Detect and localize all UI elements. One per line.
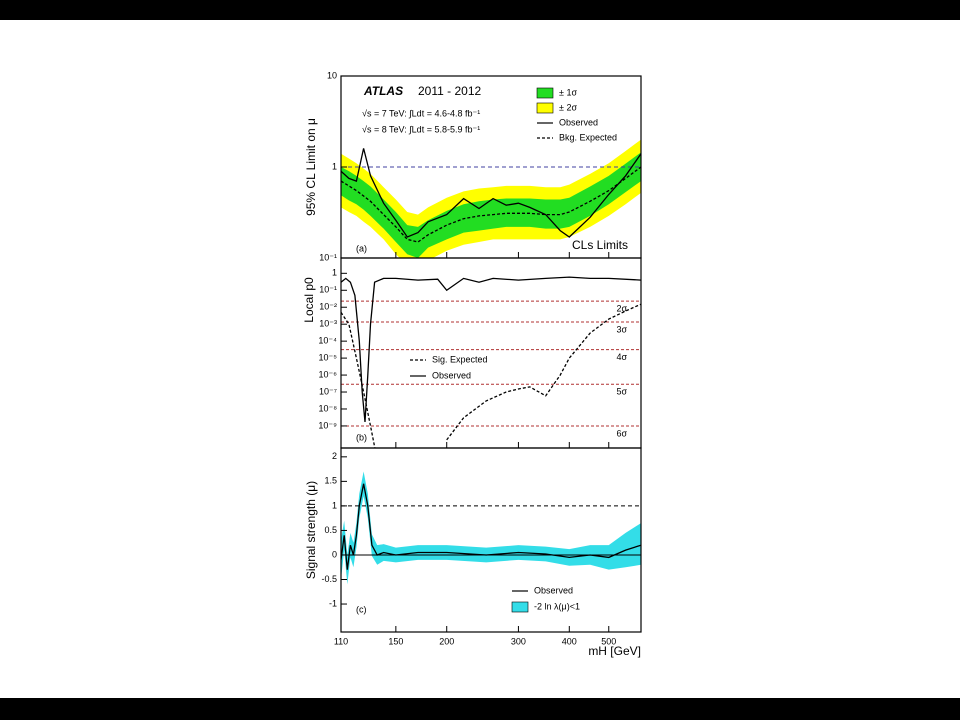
legend-label: Bkg. Expected	[559, 132, 617, 142]
y-tick-label: 1	[332, 500, 337, 510]
line	[341, 166, 641, 243]
y-tick-label: 1.5	[324, 476, 337, 486]
x-tick-label: 150	[388, 636, 403, 646]
y-tick-label: 0.5	[324, 525, 337, 535]
y-axis-title: Signal strength (μ)	[304, 481, 318, 579]
y-tick-label: 10⁻⁸	[318, 403, 337, 413]
line	[341, 148, 641, 238]
note: CLs Limits	[572, 238, 628, 252]
annotation: √s = 8 TeV: ∫Ldt = 5.8-5.9 fb⁻¹	[362, 124, 480, 134]
annotation: √s = 7 TeV: ∫Ldt = 4.6-4.8 fb⁻¹	[362, 108, 480, 118]
y-tick-label: 2	[332, 451, 337, 461]
band	[341, 152, 641, 258]
frame	[340, 257, 642, 449]
y-axis-title: 95% CL Limit on μ	[304, 118, 318, 216]
plot-area	[341, 471, 641, 585]
legend-swatch	[536, 87, 554, 99]
line	[341, 303, 641, 448]
y-tick-label: 10⁻⁹	[318, 420, 337, 430]
sigma-label: 6σ	[616, 428, 627, 438]
legend-label: Observed	[559, 117, 598, 127]
y-tick-label: 10	[327, 70, 337, 80]
x-tick-label: 400	[562, 636, 577, 646]
panel-label: (a)	[356, 243, 367, 253]
y-tick-label: 10⁻¹	[319, 285, 337, 295]
frame	[340, 447, 642, 633]
sigma-label: 3σ	[616, 324, 627, 334]
legend-label: Observed	[432, 370, 471, 380]
y-tick-label: 1	[332, 268, 337, 278]
x-tick-label: 300	[511, 636, 526, 646]
y-tick-label: 10⁻⁷	[319, 386, 337, 396]
panel-label: (b)	[356, 432, 367, 442]
legend-swatch	[511, 601, 529, 613]
y-tick-label: -0.5	[321, 574, 337, 584]
x-axis-title: mH [GeV]	[588, 644, 641, 658]
y-tick-label: 10⁻¹	[319, 252, 337, 262]
line	[341, 483, 641, 570]
y-tick-label: 10⁻⁵	[319, 352, 338, 362]
y-tick-label: 10⁻⁴	[318, 336, 337, 346]
sigma-label: 5σ	[616, 387, 627, 397]
bottom-bar	[0, 698, 960, 720]
top-bar	[0, 0, 960, 20]
x-tick-label: 110	[334, 636, 348, 646]
y-tick-label: -1	[329, 598, 337, 608]
experiment: ATLAS	[363, 84, 403, 98]
y-tick-label: 0	[332, 549, 337, 559]
period: 2011 - 2012	[418, 84, 481, 98]
y-axis-title: Local p0	[302, 277, 316, 323]
band	[341, 471, 641, 585]
y-tick-label: 10⁻²	[319, 302, 337, 312]
plot-area	[341, 276, 641, 448]
sigma-label: 4σ	[616, 352, 627, 362]
panel-label: (c)	[356, 604, 367, 614]
legend-label: -2 ln λ(μ)<1	[534, 601, 580, 611]
legend-label: Sig. Expected	[432, 354, 488, 364]
y-tick-label: 10⁻⁶	[319, 369, 338, 379]
legend-label: ± 1σ	[559, 87, 577, 97]
legend-label: ± 2σ	[559, 102, 577, 112]
line	[341, 276, 641, 423]
sigma-label: 2σ	[616, 304, 627, 314]
legend-label: Observed	[534, 585, 573, 595]
x-tick-label: 500	[601, 636, 616, 646]
x-tick-label: 200	[439, 636, 454, 646]
plot-area	[341, 139, 641, 258]
y-tick-label: 10⁻³	[319, 319, 337, 329]
legend-swatch	[536, 102, 554, 114]
y-tick-label: 1	[332, 161, 337, 171]
